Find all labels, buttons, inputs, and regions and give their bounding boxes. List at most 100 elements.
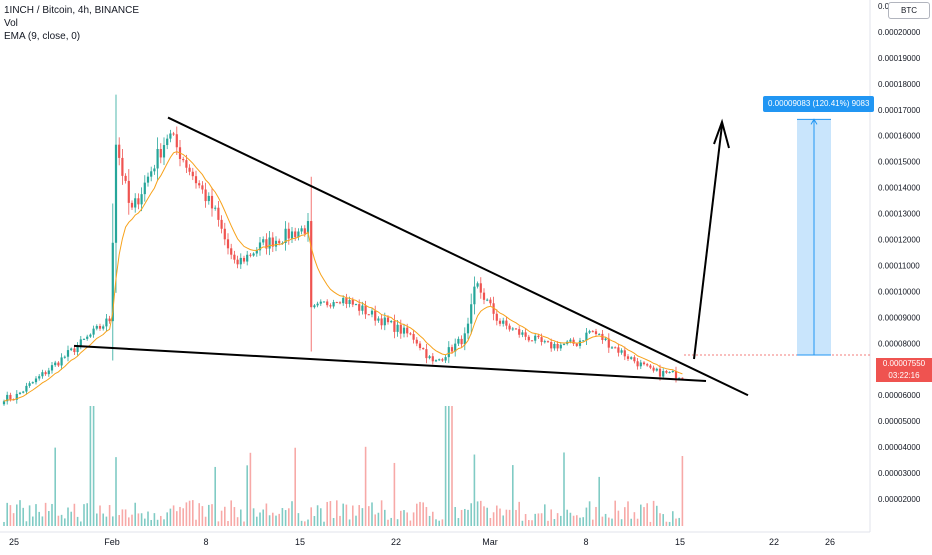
candle-body — [649, 365, 652, 368]
candle-body — [335, 302, 338, 304]
candle-body — [169, 133, 172, 139]
volume-bar — [176, 511, 178, 526]
volume-bar — [252, 508, 255, 526]
candle-body — [374, 310, 377, 321]
volume-bar — [32, 516, 34, 526]
candle-body — [322, 301, 326, 303]
candle-body — [201, 185, 204, 190]
candle-body — [47, 370, 50, 375]
candle-body — [495, 313, 498, 321]
volume-bar — [128, 517, 130, 526]
candle-body — [514, 328, 518, 330]
volume-bar — [156, 519, 159, 526]
volume-bar — [326, 501, 328, 526]
candle-body — [18, 392, 22, 394]
volume-bar — [288, 508, 290, 526]
volume-bar — [579, 517, 581, 526]
candle-body — [242, 257, 246, 262]
volume-bar — [48, 511, 50, 526]
volume-bar — [601, 516, 604, 526]
volume-bar — [307, 519, 309, 526]
candle-body — [607, 338, 610, 348]
candle-body — [412, 334, 415, 340]
volume-bar — [262, 509, 264, 526]
candle-body — [226, 239, 230, 249]
volume-bar — [265, 503, 268, 526]
candle-body — [354, 304, 358, 306]
volume-bar — [361, 508, 364, 526]
volume-bar — [419, 501, 421, 526]
volume-bar — [611, 518, 613, 526]
volume-bar — [208, 504, 210, 526]
volume-bar — [294, 447, 296, 526]
volume-bar — [364, 446, 367, 526]
legend-symbol[interactable]: 1INCH / Bitcoin, 4h, BINANCE — [4, 5, 140, 16]
volume-bar — [617, 510, 620, 526]
volume-bar — [550, 509, 552, 526]
y-tick-label: 0.00002000 — [878, 495, 921, 504]
volume-bar — [582, 517, 584, 526]
legend-volume[interactable]: Vol — [4, 18, 18, 29]
volume-bar — [313, 516, 316, 526]
candle-body — [262, 239, 265, 243]
volume-bar — [614, 500, 616, 526]
candle-body — [390, 321, 393, 323]
candle-body — [361, 305, 364, 311]
volume-bar — [528, 520, 530, 526]
candle-body — [236, 259, 239, 265]
candle-body — [63, 356, 66, 358]
y-tick-label: 0.00019000 — [878, 54, 921, 63]
volume-bar — [633, 512, 636, 526]
currency-badge[interactable]: BTC — [888, 2, 930, 19]
volume-bar — [166, 512, 168, 526]
candle-body — [31, 382, 34, 384]
candle-body — [409, 333, 412, 335]
volume-bar — [153, 513, 156, 526]
volume-bar — [656, 505, 658, 526]
candle-body — [332, 302, 335, 307]
volume-bar — [438, 520, 440, 526]
volume-bar — [524, 514, 527, 526]
volume-bar — [649, 521, 652, 526]
candle-body — [582, 340, 585, 342]
candle-body — [310, 221, 313, 308]
volume-bar — [515, 509, 517, 526]
candle-body — [89, 334, 92, 337]
volume-bar — [323, 521, 325, 526]
candle-body — [598, 333, 601, 335]
volume-bar — [236, 517, 239, 526]
x-tick-label: 26 — [825, 537, 835, 547]
candle-body — [610, 347, 614, 349]
volume-bar — [316, 505, 319, 526]
volume-bar — [3, 521, 5, 526]
y-tick-label: 0.00014000 — [878, 184, 921, 193]
volume-bar — [214, 466, 216, 526]
candle-body — [217, 207, 220, 220]
volume-bar — [454, 507, 456, 526]
y-tick-label: 0.00011000 — [878, 261, 920, 270]
candle-body — [329, 305, 332, 307]
volume-bar — [396, 519, 399, 526]
candle-body — [665, 371, 668, 373]
candle-body — [274, 240, 278, 247]
volume-bar — [400, 510, 402, 526]
candle-body — [214, 207, 217, 209]
legend-ema[interactable]: EMA (9, close, 0) — [4, 31, 81, 42]
candle-body — [543, 341, 546, 343]
candle-body — [278, 240, 281, 244]
candle-body — [98, 325, 102, 329]
volume-bar — [150, 519, 152, 526]
volume-bar — [169, 508, 172, 526]
volume-bar — [320, 508, 322, 526]
candle-body — [639, 362, 642, 367]
volume-bar — [182, 508, 184, 526]
candle-body — [143, 182, 146, 195]
candle-body — [297, 231, 300, 238]
candle-body — [546, 341, 550, 343]
volume-bar — [608, 517, 610, 526]
candle-body — [604, 338, 607, 340]
volume-bar — [102, 513, 104, 526]
volume-bar — [592, 519, 594, 526]
